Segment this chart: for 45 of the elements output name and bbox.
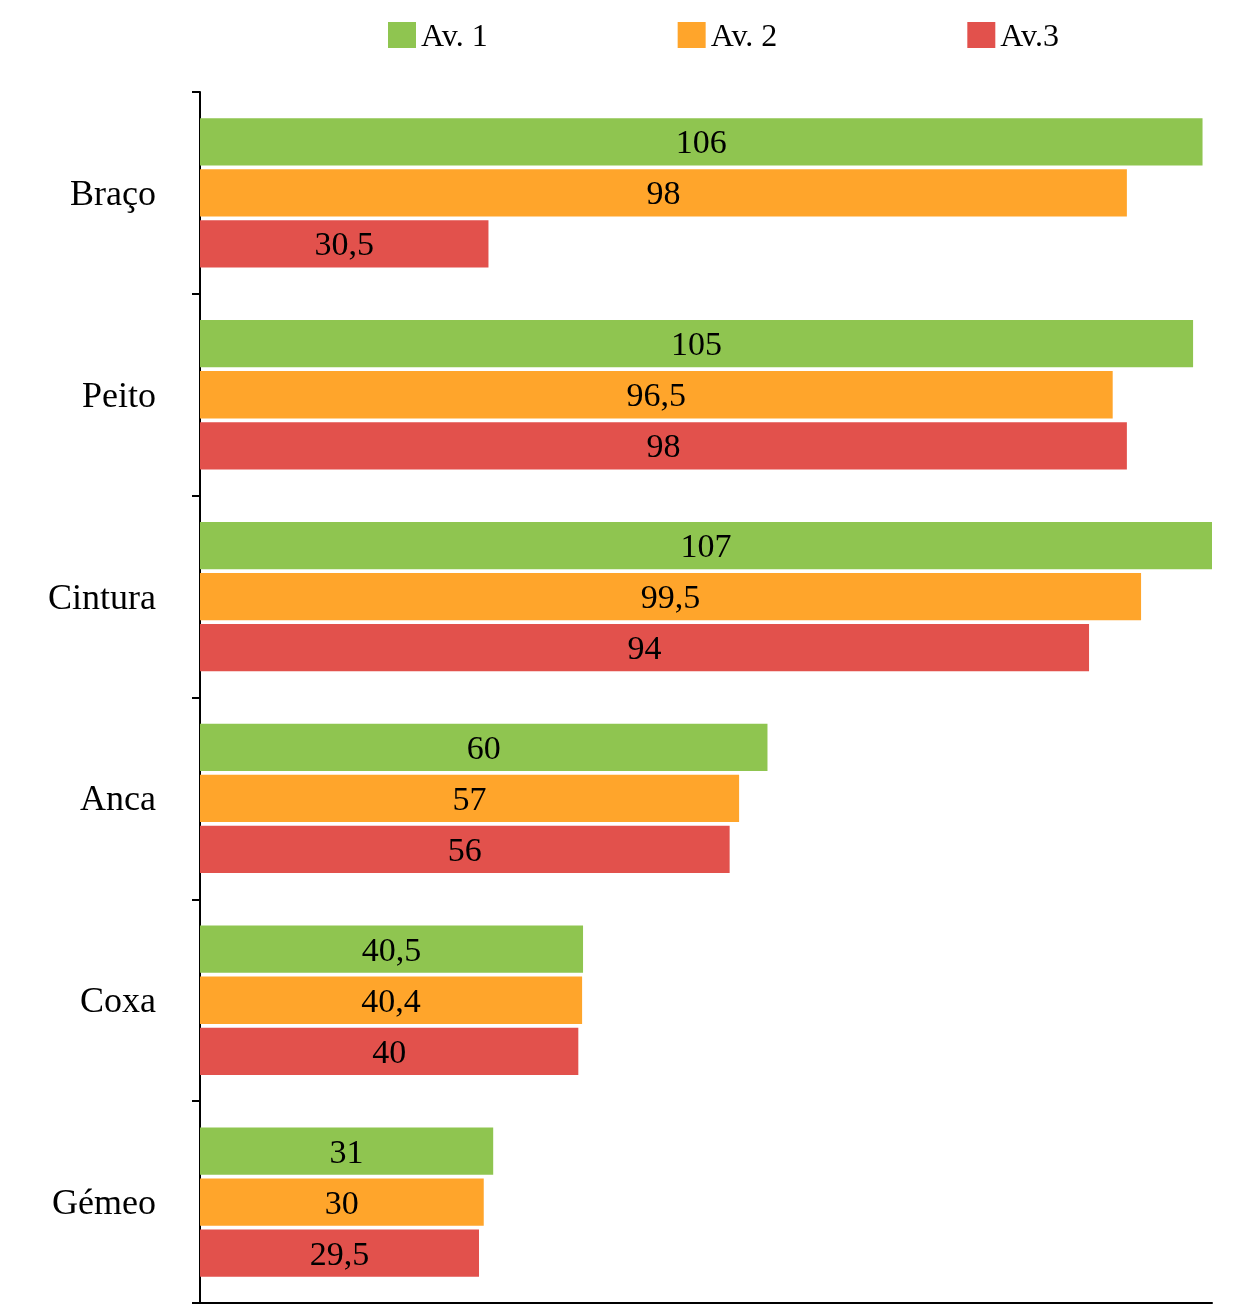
bar (200, 220, 489, 268)
bar (200, 118, 1203, 166)
bar (200, 1127, 494, 1175)
bar (200, 1229, 480, 1277)
legend-label: Av. 2 (710, 17, 778, 53)
data-label: 107 (680, 527, 732, 565)
data-label: 40,4 (361, 981, 421, 1019)
bar (200, 1178, 484, 1226)
data-label: 29,5 (309, 1234, 370, 1272)
data-label: 57 (452, 779, 487, 817)
data-label: 40,5 (361, 930, 422, 968)
bar (200, 422, 1127, 470)
y-tick-label: Anca (80, 778, 157, 819)
data-label: 31 (329, 1132, 364, 1170)
data-label: 106 (675, 123, 727, 161)
bar (200, 1027, 579, 1075)
data-label: 96,5 (626, 376, 687, 414)
data-label: 30,5 (314, 225, 374, 263)
bar (200, 925, 584, 973)
bar (200, 371, 1113, 419)
bar (200, 825, 730, 874)
data-label: 99,5 (640, 578, 701, 616)
data-label: 40 (372, 1032, 407, 1070)
y-tick-label: Peito (81, 374, 156, 415)
data-label: 94 (627, 629, 662, 667)
data-label: 98 (646, 174, 681, 212)
data-label: 105 (671, 325, 723, 363)
y-tick-label: Braço (70, 172, 156, 213)
bar (200, 976, 583, 1024)
y-tick-label: Coxa (80, 980, 157, 1021)
bar (200, 320, 1194, 368)
bar (200, 572, 1142, 621)
bar (200, 723, 768, 771)
data-label: 56 (447, 830, 482, 868)
y-tick-label: Cintura (48, 576, 157, 617)
legend-label: Av. 1 (421, 17, 488, 53)
y-tick-label: Gémeo (52, 1182, 156, 1223)
data-label: 60 (466, 728, 501, 766)
bar (200, 624, 1090, 672)
data-label: 98 (646, 427, 681, 465)
bar (200, 774, 740, 823)
bar (200, 521, 1212, 570)
bar (200, 169, 1127, 217)
legend-label: Av.3 (1000, 17, 1059, 53)
data-label: 30 (324, 1183, 359, 1221)
